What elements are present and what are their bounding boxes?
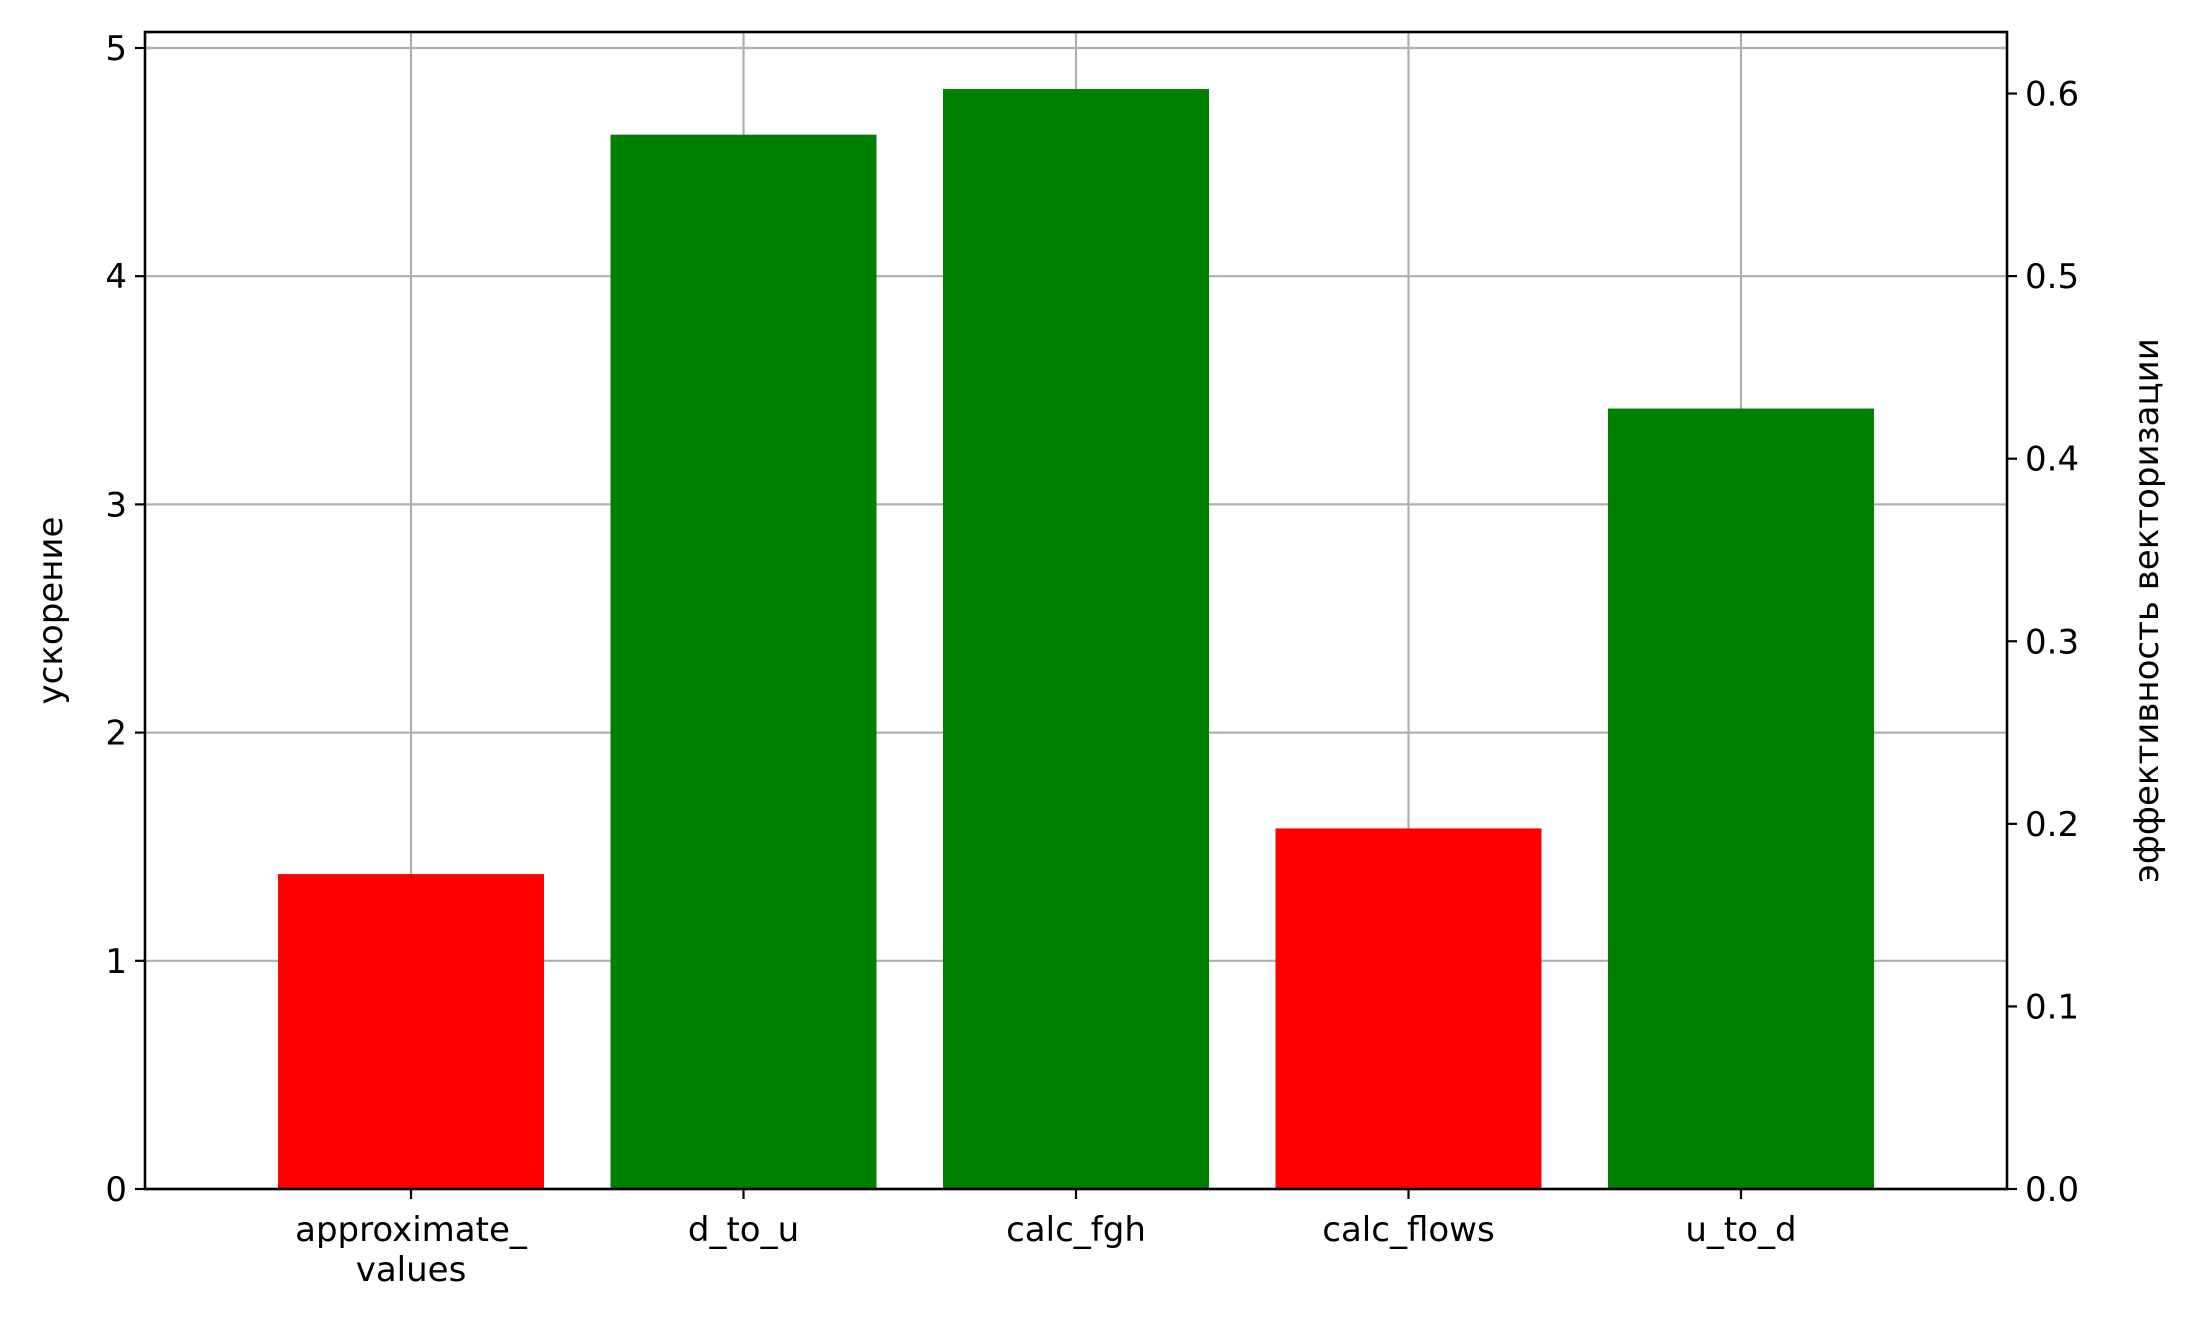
tick-labels: 0 1 2 3 4 5 0.0 0.1 0.2 0.3 0.4 0.5 0.6 approximate_ v…	[105, 29, 2079, 1290]
x-tick-label: calc_flows	[1322, 1210, 1494, 1250]
x-tick-label: calc_fgh	[1006, 1210, 1146, 1250]
y2-tick-label: 0.0	[2025, 1170, 2079, 1210]
y-tick-label: 2	[105, 714, 127, 754]
bar-4	[1608, 408, 1874, 1189]
y2-tick-label: 0.4	[2025, 440, 2079, 480]
bar-3	[1275, 828, 1542, 1189]
x-tick-label: approximate_ values	[295, 1210, 528, 1290]
secondary-y-axis-label: эффективность векторизации	[2127, 338, 2167, 883]
x-tick-label-line: calc_flows	[1322, 1210, 1494, 1250]
y-axis-label: ускорение	[31, 517, 71, 705]
y-tick-label: 5	[105, 29, 127, 69]
x-tick-label-line: values	[356, 1250, 467, 1290]
y2-tick-label: 0.6	[2025, 75, 2079, 115]
y-tick-label: 1	[105, 942, 127, 982]
bar-2	[943, 89, 1209, 1190]
y2-tick-label: 0.1	[2025, 987, 2079, 1027]
x-tick-label-line: u_to_d	[1685, 1210, 1796, 1250]
axes	[135, 30, 2017, 1199]
y-tick-label: 4	[105, 257, 127, 297]
bar-1	[610, 134, 877, 1190]
bars	[278, 89, 1874, 1190]
x-tick-label-line: approximate_	[295, 1210, 528, 1250]
y2-tick-label: 0.2	[2025, 805, 2079, 845]
bar-0	[278, 874, 544, 1189]
x-tick-label: u_to_d	[1685, 1210, 1796, 1250]
x-tick-label-line: calc_fgh	[1006, 1210, 1146, 1250]
x-tick-label: d_to_u	[688, 1210, 799, 1250]
y2-tick-label: 0.3	[2025, 622, 2079, 662]
y2-tick-label: 0.5	[2025, 257, 2079, 297]
x-tick-label-line: d_to_u	[688, 1210, 799, 1250]
y-tick-label: 3	[105, 485, 127, 525]
y-tick-label: 0	[105, 1170, 127, 1210]
